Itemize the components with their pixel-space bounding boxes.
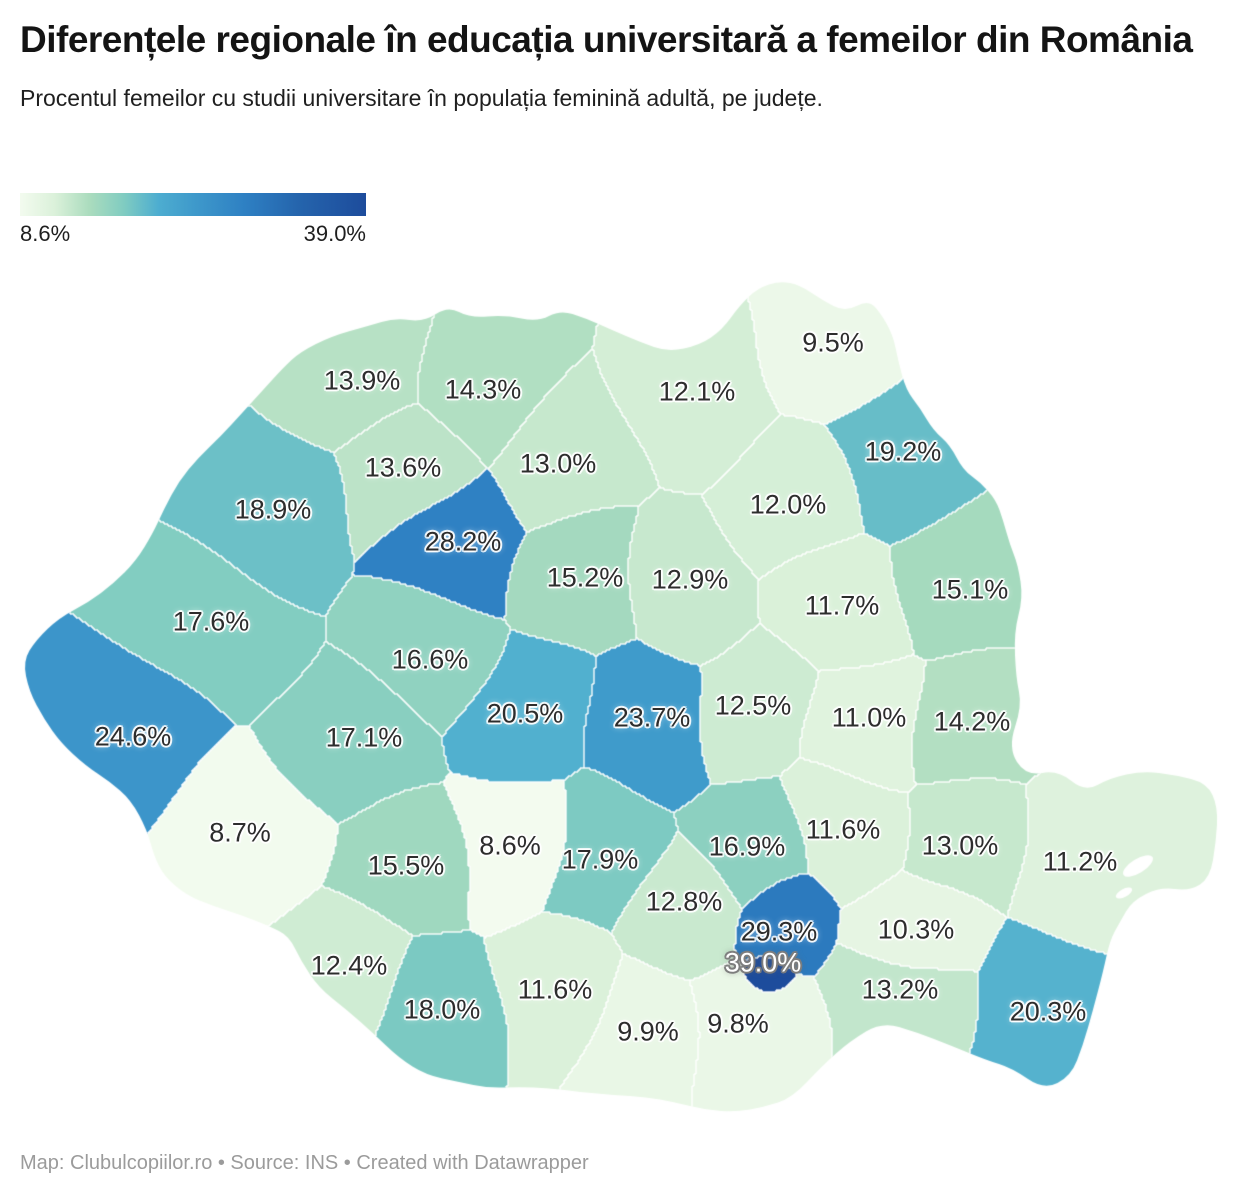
chart-subtitle: Procentul femeilor cu studii universitar… <box>20 85 823 112</box>
chart-header: Diferențele regionale în educația univer… <box>20 14 1224 112</box>
legend-labels: 8.6% 39.0% <box>20 221 366 247</box>
attribution-footer: Map: Clubulcopiilor.ro • Source: INS • C… <box>20 1152 589 1174</box>
legend-min-label: 8.6% <box>20 221 71 246</box>
color-scale-legend: 8.6% 39.0% <box>20 193 366 247</box>
page-title: Diferențele regionale în educația univer… <box>20 19 1193 60</box>
legend-max-label: 39.0% <box>303 221 366 246</box>
legend-gradient-bar <box>20 193 366 216</box>
